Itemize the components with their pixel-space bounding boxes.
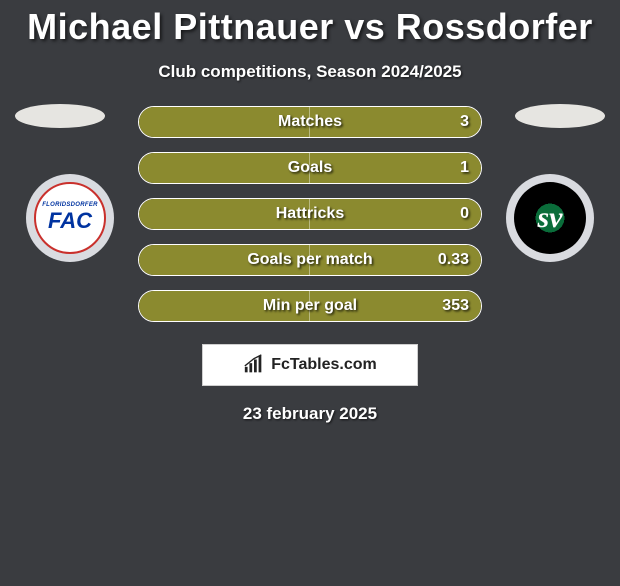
stat-value-right: 1 xyxy=(460,159,469,177)
crest-left-big-text: FAC xyxy=(48,208,92,234)
date-text: 23 february 2025 xyxy=(0,404,620,424)
stat-label: Hattricks xyxy=(276,205,344,223)
stat-label: Matches xyxy=(278,113,342,131)
stat-value-right: 3 xyxy=(460,113,469,131)
club-crest-left: FLORIDSDORFER FAC xyxy=(26,174,114,262)
player-right-head xyxy=(515,104,605,128)
stat-value-right: 0 xyxy=(460,205,469,223)
stat-label: Goals xyxy=(288,159,332,177)
stat-bar-left xyxy=(139,153,310,183)
stat-row: Min per goal 353 xyxy=(138,290,482,322)
stat-value-right: 353 xyxy=(442,297,469,315)
stat-bar-right xyxy=(310,153,481,183)
comparison-arena: FLORIDSDORFER FAC sv Matches 3 Goals 1 H… xyxy=(0,106,620,322)
stat-pills: Matches 3 Goals 1 Hattricks 0 Goals per … xyxy=(138,106,482,322)
stat-label: Min per goal xyxy=(263,297,357,315)
stat-value-right: 0.33 xyxy=(438,251,469,269)
stat-row: Goals 1 xyxy=(138,152,482,184)
page-title: Michael Pittnauer vs Rossdorfer xyxy=(0,6,620,48)
stat-row: Goals per match 0.33 xyxy=(138,244,482,276)
crest-right-text: sv xyxy=(538,201,563,235)
subtitle: Club competitions, Season 2024/2025 xyxy=(0,62,620,82)
club-crest-left-inner: FLORIDSDORFER FAC xyxy=(34,182,106,254)
club-crest-right: sv xyxy=(506,174,594,262)
banner-text: FcTables.com xyxy=(271,356,377,374)
stat-row: Hattricks 0 xyxy=(138,198,482,230)
club-crest-right-inner: sv xyxy=(514,182,586,254)
barchart-icon xyxy=(243,354,265,376)
stat-label: Goals per match xyxy=(247,251,372,269)
stat-row: Matches 3 xyxy=(138,106,482,138)
source-banner: FcTables.com xyxy=(202,344,418,386)
player-left-head xyxy=(15,104,105,128)
